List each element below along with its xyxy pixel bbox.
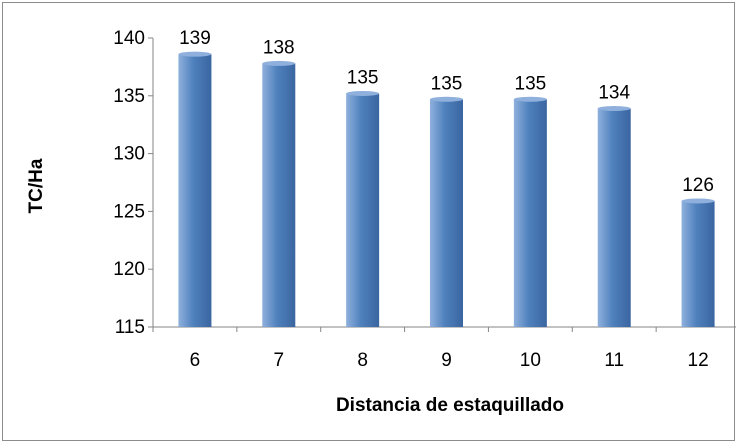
x-tick-label: 11 [604, 350, 624, 371]
bar-cap [597, 106, 631, 112]
bar-cap [681, 198, 715, 204]
data-label: 135 [431, 73, 463, 94]
bar [178, 54, 212, 328]
y-tick-label: 130 [113, 144, 145, 165]
bar-cap [262, 60, 296, 66]
data-label: 135 [515, 73, 547, 94]
y-axis: 115 120 125 130 135 140 [113, 28, 154, 338]
bar [513, 99, 547, 327]
x-tick-label: 12 [688, 350, 709, 371]
y-tick-label: 125 [113, 201, 145, 222]
data-label: 126 [682, 175, 714, 196]
bar [430, 99, 463, 327]
bars [178, 51, 715, 328]
y-tick-label: 120 [113, 259, 145, 280]
bar-cap [178, 51, 212, 57]
x-axis: 6 7 8 9 10 11 12 [152, 326, 736, 371]
data-label: 135 [347, 67, 379, 88]
data-labels: 139 138 135 135 135 134 126 [179, 28, 714, 196]
y-axis-title: TC/Ha [26, 158, 47, 213]
data-label: 138 [263, 37, 295, 58]
bar-cap [513, 96, 547, 102]
y-tick-label: 140 [113, 28, 145, 49]
x-tick-label: 6 [190, 350, 201, 371]
bar-cap [346, 90, 380, 96]
bar [681, 200, 715, 327]
bar [597, 108, 631, 328]
y-tick-label: 135 [113, 86, 145, 107]
data-label: 139 [179, 28, 211, 49]
x-tick-label: 10 [520, 350, 541, 371]
x-tick-label: 7 [273, 350, 284, 371]
data-label: 134 [598, 83, 630, 104]
x-axis-title: Distancia de estaquillado [336, 395, 564, 416]
y-tick-label: 115 [115, 317, 145, 338]
bar [262, 63, 296, 327]
x-tick-label: 8 [357, 350, 368, 371]
bar-cap [430, 96, 463, 102]
x-tick-label: 9 [441, 350, 452, 371]
bar [346, 93, 380, 327]
